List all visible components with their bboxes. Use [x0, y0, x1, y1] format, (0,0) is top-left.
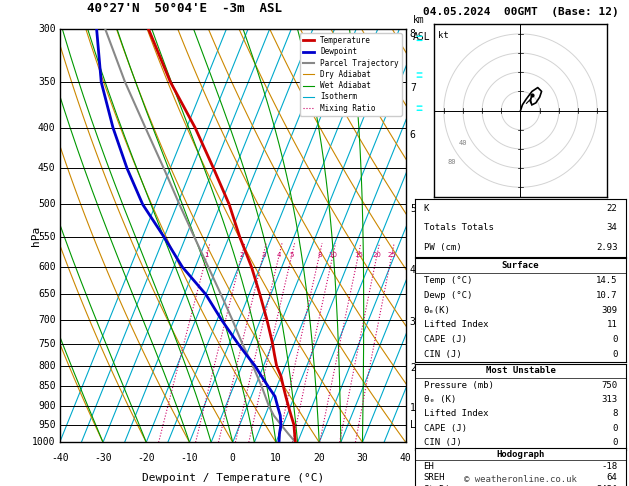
Text: CAPE (J): CAPE (J) — [423, 423, 467, 433]
Text: 10: 10 — [328, 252, 337, 259]
Text: 900: 900 — [38, 401, 55, 411]
Text: 8: 8 — [612, 409, 618, 418]
Text: 14.5: 14.5 — [596, 276, 618, 285]
Text: 25: 25 — [387, 252, 396, 259]
Text: 22: 22 — [607, 204, 618, 213]
Text: 80: 80 — [448, 159, 456, 165]
Text: 350: 350 — [38, 77, 55, 87]
Text: 300: 300 — [38, 24, 55, 34]
Text: Pressure (mb): Pressure (mb) — [423, 381, 493, 390]
Text: LCL: LCL — [410, 419, 428, 430]
Text: 5: 5 — [289, 252, 294, 259]
Text: Temp (°C): Temp (°C) — [423, 276, 472, 285]
Text: PW (cm): PW (cm) — [423, 243, 461, 252]
Text: 20: 20 — [372, 252, 381, 259]
Text: 64: 64 — [607, 473, 618, 483]
Text: 500: 500 — [38, 199, 55, 209]
Text: -40: -40 — [51, 452, 69, 463]
Text: 8: 8 — [410, 29, 416, 39]
Text: 40: 40 — [400, 452, 411, 463]
Text: 4: 4 — [277, 252, 281, 259]
Text: Totals Totals: Totals Totals — [423, 224, 493, 232]
Text: 1: 1 — [410, 403, 416, 413]
Text: -30: -30 — [94, 452, 112, 463]
Text: Surface: Surface — [502, 261, 539, 270]
Text: 5: 5 — [410, 204, 416, 213]
Text: 750: 750 — [38, 339, 55, 348]
Text: 850: 850 — [38, 382, 55, 392]
Text: 20: 20 — [313, 452, 325, 463]
Text: K: K — [423, 204, 429, 213]
Text: Mixing Ratio (g/kg): Mixing Ratio (g/kg) — [435, 180, 445, 292]
Text: km: km — [413, 15, 425, 25]
Text: 2.93: 2.93 — [596, 243, 618, 252]
Text: 10: 10 — [270, 452, 282, 463]
Text: CIN (J): CIN (J) — [423, 438, 461, 447]
Text: 600: 600 — [38, 262, 55, 272]
Text: 0: 0 — [612, 335, 618, 344]
Text: Most Unstable: Most Unstable — [486, 366, 555, 375]
Text: ASL: ASL — [413, 32, 430, 42]
Text: -10: -10 — [181, 452, 198, 463]
Text: 0: 0 — [612, 350, 618, 359]
Text: 11: 11 — [607, 320, 618, 330]
Text: 309: 309 — [601, 306, 618, 314]
Text: 8: 8 — [317, 252, 321, 259]
Text: hPa: hPa — [31, 226, 40, 246]
Text: 34: 34 — [607, 224, 618, 232]
Legend: Temperature, Dewpoint, Parcel Trajectory, Dry Adiabat, Wet Adiabat, Isotherm, Mi: Temperature, Dewpoint, Parcel Trajectory… — [299, 33, 402, 116]
Text: 40°27'N  50°04'E  -3m  ASL: 40°27'N 50°04'E -3m ASL — [87, 2, 282, 15]
Text: 550: 550 — [38, 232, 55, 242]
Text: -20: -20 — [137, 452, 155, 463]
Text: 450: 450 — [38, 163, 55, 174]
Text: 400: 400 — [38, 123, 55, 133]
Text: 7: 7 — [410, 83, 416, 93]
Text: Hodograph: Hodograph — [496, 450, 545, 459]
Text: 1: 1 — [204, 252, 209, 259]
Text: CAPE (J): CAPE (J) — [423, 335, 467, 344]
Text: 313: 313 — [601, 395, 618, 404]
Text: 4: 4 — [410, 265, 416, 276]
Text: 2: 2 — [410, 363, 416, 373]
Text: 04.05.2024  00GMT  (Base: 12): 04.05.2024 00GMT (Base: 12) — [423, 7, 618, 17]
Text: EH: EH — [423, 462, 434, 470]
Text: 1000: 1000 — [32, 437, 55, 447]
Text: 10.7: 10.7 — [596, 291, 618, 300]
Text: 950: 950 — [38, 419, 55, 430]
Text: 650: 650 — [38, 290, 55, 299]
Text: kt: kt — [438, 31, 449, 40]
Text: 0: 0 — [612, 423, 618, 433]
Text: CIN (J): CIN (J) — [423, 350, 461, 359]
Text: 3: 3 — [261, 252, 265, 259]
Text: Lifted Index: Lifted Index — [423, 409, 488, 418]
Text: 15: 15 — [354, 252, 363, 259]
Text: 700: 700 — [38, 315, 55, 325]
Text: θₑ(K): θₑ(K) — [423, 306, 450, 314]
Text: θₑ (K): θₑ (K) — [423, 395, 456, 404]
Text: -18: -18 — [601, 462, 618, 470]
Text: 3: 3 — [410, 317, 416, 328]
Text: 750: 750 — [601, 381, 618, 390]
Text: 30: 30 — [357, 452, 369, 463]
Text: 800: 800 — [38, 361, 55, 371]
Text: 40: 40 — [459, 140, 467, 146]
Text: 2: 2 — [240, 252, 244, 259]
Text: Lifted Index: Lifted Index — [423, 320, 488, 330]
Text: 0: 0 — [612, 438, 618, 447]
Text: Dewpoint / Temperature (°C): Dewpoint / Temperature (°C) — [142, 473, 324, 483]
Text: 6: 6 — [410, 130, 416, 139]
Text: © weatheronline.co.uk: © weatheronline.co.uk — [464, 474, 577, 484]
Text: 0: 0 — [230, 452, 236, 463]
Text: Dewp (°C): Dewp (°C) — [423, 291, 472, 300]
Text: SREH: SREH — [423, 473, 445, 483]
